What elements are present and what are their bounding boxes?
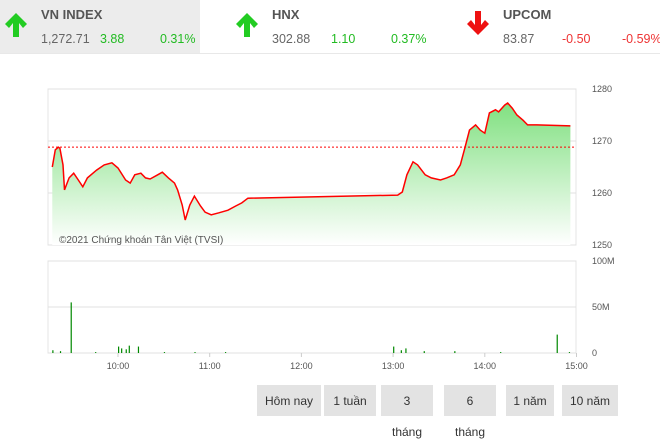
time-tick-label: 15:00 <box>565 361 588 371</box>
price-line <box>51 102 571 221</box>
volume-bar <box>405 348 407 353</box>
volume-bar <box>400 350 402 353</box>
volume-bar <box>194 352 196 353</box>
index-change: -0.50 <box>562 32 591 46</box>
arrow-up-icon <box>5 13 27 37</box>
time-tick-label: 13:00 <box>382 361 405 371</box>
time-tick-label: 11:00 <box>199 361 221 371</box>
index-hnx[interactable]: HNX 302.88 1.10 0.37% <box>231 0 456 53</box>
index-value: 1,272.71 <box>41 32 90 46</box>
volume-bar <box>52 350 54 353</box>
volume-bar <box>95 352 97 353</box>
index-name: HNX <box>272 7 300 22</box>
volume-bar <box>224 352 227 353</box>
time-tick-label: 10:00 <box>107 361 130 371</box>
arrow-down-icon <box>467 11 489 35</box>
volume-bar <box>59 351 62 353</box>
index-value: 83.87 <box>503 32 535 46</box>
index-value: 302.88 <box>272 32 311 46</box>
volume-bar <box>163 352 166 353</box>
volume-bar <box>556 334 558 353</box>
index-upcom[interactable]: UPCOM 83.87 -0.50 -0.59% <box>462 0 660 53</box>
volume-bar <box>70 302 72 353</box>
time-tick-label: 14:00 <box>474 361 497 371</box>
price-area <box>52 103 571 245</box>
index-percent: 0.37% <box>391 32 427 46</box>
index-name: VN INDEX <box>41 7 103 22</box>
index-change: 3.88 <box>100 32 125 46</box>
volume-bar <box>121 348 123 353</box>
range-button[interactable]: 6 tháng <box>444 385 496 439</box>
price-tick-label: 1260 <box>592 188 612 198</box>
time-tick-label: 12:00 <box>290 361 313 371</box>
volume-bar <box>500 352 502 353</box>
volume-bar <box>393 346 395 353</box>
arrow-up-icon <box>236 13 258 37</box>
range-button[interactable]: 1 năm <box>506 385 554 416</box>
index-percent: -0.59% <box>622 32 660 46</box>
price-tick-label: 1250 <box>592 240 612 250</box>
index-change: 1.10 <box>331 32 356 46</box>
range-button[interactable]: 1 tuần <box>324 385 376 416</box>
index-percent: 0.31% <box>160 32 196 46</box>
index-bar: VN INDEX 1,272.71 3.88 0.31% HNX 302.88 … <box>0 0 660 54</box>
volume-bar <box>423 351 425 353</box>
volume-tick-label: 0 <box>592 348 597 358</box>
volume-bar <box>137 346 140 353</box>
range-button[interactable]: Hôm nay <box>257 385 321 416</box>
watermark: ©2021 Chứng khoán Tân Việt (TVSI) <box>59 235 223 246</box>
volume-bar <box>118 346 120 353</box>
price-tick-label: 1270 <box>592 136 612 146</box>
volume-tick-label: 50M <box>592 302 610 312</box>
price-tick-label: 1280 <box>592 84 612 94</box>
range-button[interactable]: 3 tháng <box>381 385 433 439</box>
index-name: UPCOM <box>503 7 552 22</box>
volume-bar <box>568 352 571 353</box>
volume-bar <box>125 349 127 353</box>
volume-tick-label: 100M <box>592 256 615 266</box>
intraday-chart: 1250 1260 1270 1280 0 50M 100M 10:00 11:00 12:00 1… <box>47 84 615 371</box>
index-vnindex[interactable]: VN INDEX 1,272.71 3.88 0.31% <box>0 0 200 53</box>
range-button[interactable]: 10 năm <box>562 385 618 416</box>
volume-bar <box>128 345 130 353</box>
volume-bar <box>454 351 456 353</box>
